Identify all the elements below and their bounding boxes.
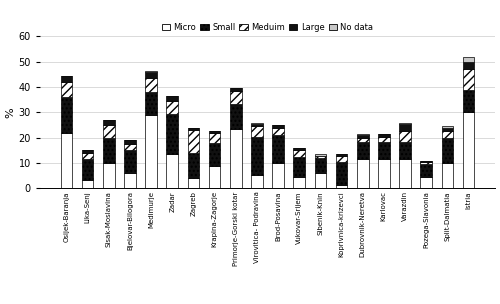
Bar [60,76,72,82]
Bar [103,125,115,138]
Bar [230,91,241,104]
Bar [230,88,241,91]
Bar [124,144,136,150]
Bar [124,173,136,188]
Bar [462,90,474,112]
Bar [357,135,368,138]
Bar [146,92,157,115]
Bar [462,69,474,90]
Bar [124,140,136,144]
Bar [251,124,262,126]
Bar [188,178,200,188]
Bar [357,138,368,142]
Bar [357,159,368,188]
Bar [399,124,411,132]
Bar [399,159,411,188]
Bar [166,114,178,154]
Bar [378,136,390,142]
Bar [294,157,305,177]
Bar [230,104,241,129]
Bar [146,71,157,72]
Bar [399,142,411,159]
Bar [272,163,284,188]
Bar [420,162,432,164]
Bar [209,133,220,143]
Bar [209,131,220,133]
Bar [60,82,72,97]
Bar [294,148,305,150]
Bar [378,159,390,188]
Bar [166,154,178,188]
Bar [166,101,178,114]
Y-axis label: %: % [6,107,16,118]
Bar [124,150,136,173]
Bar [462,112,474,188]
Bar [420,164,432,177]
Bar [442,128,453,132]
Bar [314,156,326,158]
Bar [103,138,115,163]
Bar [442,126,453,128]
Bar [336,162,347,185]
Bar [294,177,305,188]
Bar [209,166,220,188]
Bar [146,115,157,188]
Bar [294,150,305,157]
Bar [378,134,390,136]
Bar [357,142,368,159]
Bar [314,158,326,173]
Bar [103,163,115,188]
Bar [60,133,72,188]
Bar [251,136,262,174]
Bar [442,163,453,188]
Bar [399,123,411,124]
Bar [462,62,474,69]
Bar [82,159,94,180]
Bar [336,154,347,156]
Legend: Micro, Small, Meduim, Large, No data: Micro, Small, Meduim, Large, No data [158,19,376,35]
Bar [209,143,220,166]
Bar [166,96,178,101]
Bar [462,57,474,62]
Bar [251,126,262,136]
Bar [188,153,200,178]
Bar [251,174,262,188]
Bar [82,150,94,153]
Bar [272,125,284,128]
Bar [314,173,326,188]
Bar [378,142,390,159]
Bar [442,131,453,138]
Bar [60,97,72,133]
Bar [146,72,157,78]
Bar [357,134,368,135]
Bar [82,153,94,159]
Bar [251,123,262,124]
Bar [314,154,326,156]
Bar [336,156,347,162]
Bar [103,120,115,125]
Bar [188,130,200,153]
Bar [230,129,241,188]
Bar [272,128,284,135]
Bar [146,78,157,92]
Bar [420,177,432,188]
Bar [442,138,453,163]
Bar [420,161,432,162]
Bar [336,185,347,188]
Bar [272,135,284,163]
Bar [82,180,94,188]
Bar [399,132,411,142]
Bar [188,128,200,130]
